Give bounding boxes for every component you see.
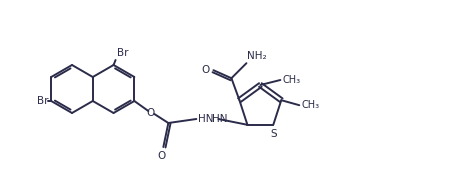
Text: HN: HN [212, 114, 228, 124]
Text: O: O [146, 108, 155, 118]
Text: Br: Br [116, 48, 128, 58]
Text: Br: Br [37, 96, 48, 106]
Text: NH₂: NH₂ [248, 51, 267, 61]
Text: S: S [270, 129, 276, 139]
Text: HN: HN [198, 114, 214, 124]
Text: CH₃: CH₃ [301, 100, 319, 110]
Text: CH₃: CH₃ [282, 75, 300, 85]
Text: O: O [201, 65, 209, 75]
Text: O: O [157, 151, 166, 161]
